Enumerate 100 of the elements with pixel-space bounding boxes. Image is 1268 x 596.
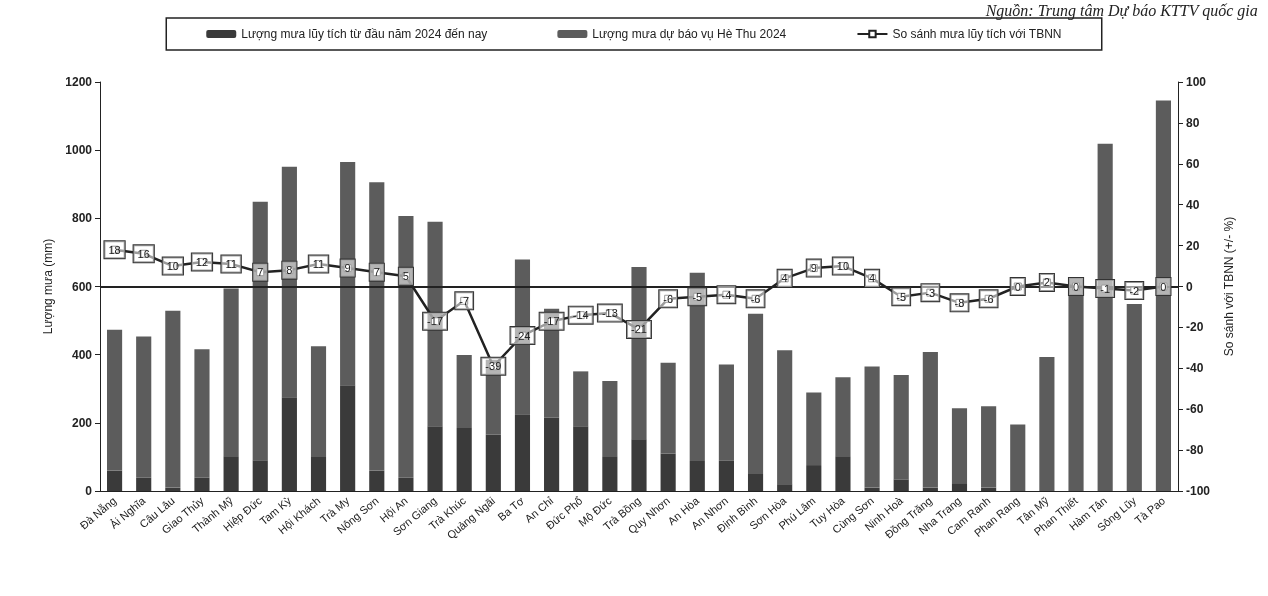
- data-label: -1: [1100, 282, 1111, 295]
- bar: [398, 477, 414, 491]
- bar: [136, 477, 152, 491]
- x-tick-label: Ba Tơ: [495, 494, 527, 524]
- bar: [456, 355, 472, 428]
- bar: [106, 470, 123, 491]
- bar: [951, 408, 968, 484]
- bar: [281, 397, 297, 491]
- bar: [864, 366, 880, 488]
- bar: [136, 336, 152, 478]
- bar: [194, 477, 210, 491]
- bar: [718, 364, 734, 461]
- bar: [1097, 143, 1113, 491]
- y-tick-label: 400: [71, 347, 93, 362]
- y2-tick-label: 60: [1186, 156, 1200, 171]
- bar: [806, 465, 822, 491]
- bar: [573, 426, 589, 491]
- data-label: 9: [810, 262, 817, 275]
- bar: [893, 375, 909, 480]
- data-label: -5: [896, 290, 907, 303]
- y-tick-label: 1000: [65, 143, 93, 158]
- bar: [340, 385, 356, 491]
- y2-tick-label: -40: [1186, 361, 1204, 376]
- data-label: 7: [373, 266, 380, 279]
- data-label: -2: [1129, 284, 1140, 297]
- bar: [106, 329, 123, 471]
- y2-tick-label: 0: [1186, 279, 1193, 294]
- bar: [806, 392, 822, 466]
- data-label: -5: [692, 290, 703, 303]
- bar: [514, 414, 531, 491]
- bar: [981, 406, 997, 488]
- bar: [922, 351, 938, 488]
- bar: [689, 461, 705, 491]
- bar: [951, 483, 968, 491]
- bar: [194, 349, 210, 478]
- data-label: -6: [983, 292, 994, 305]
- data-label: 0: [1160, 280, 1167, 293]
- bar: [1126, 303, 1142, 491]
- data-label: 10: [836, 260, 850, 273]
- bar: [1155, 100, 1172, 491]
- y-tick-label: 800: [71, 211, 93, 226]
- data-label: -14: [572, 309, 589, 322]
- bar: [1010, 424, 1026, 491]
- data-label: -6: [750, 292, 761, 305]
- bar: [223, 288, 239, 457]
- y2-tick-label: 20: [1186, 238, 1200, 253]
- data-label: 18: [108, 243, 121, 256]
- bar: [427, 426, 443, 491]
- data-label: 2: [1043, 276, 1050, 289]
- legend-label: Lượng mưa dự báo vụ Hè Thu 2024: [592, 27, 787, 41]
- bar: [252, 460, 268, 491]
- bar: [223, 456, 239, 491]
- bar: [777, 484, 793, 491]
- bar: [835, 456, 851, 491]
- y2-tick-label: -100: [1186, 484, 1211, 498]
- data-label: -7: [459, 294, 470, 307]
- bar: [369, 470, 385, 491]
- bar: [631, 267, 647, 440]
- bar: [893, 479, 909, 491]
- data-label: 0: [1014, 280, 1021, 293]
- y-tick-label: 1200: [65, 75, 93, 89]
- data-label: 11: [312, 258, 325, 271]
- y-tick-label: 600: [71, 279, 93, 294]
- bar: [369, 182, 385, 471]
- bar: [514, 259, 531, 415]
- bar: [602, 380, 618, 457]
- data-label: 12: [195, 255, 209, 268]
- data-label: 7: [257, 266, 264, 279]
- y2-tick-label: -80: [1186, 443, 1204, 458]
- bar: [165, 310, 181, 488]
- data-label: -3: [925, 286, 936, 299]
- data-label: 11: [225, 258, 237, 271]
- bar: [718, 460, 734, 491]
- bar: [310, 346, 327, 457]
- y2-tick-label: 80: [1186, 115, 1200, 130]
- y2-tick-label: 40: [1186, 197, 1200, 212]
- legend-label: Lượng mưa lũy tích từ đầu năm 2024 đến nay: [241, 27, 488, 41]
- bar: [573, 371, 589, 427]
- bar: [631, 439, 647, 491]
- y2-tick-label: 100: [1186, 75, 1207, 89]
- y2-tick-label: -20: [1186, 320, 1204, 335]
- bar: [485, 359, 501, 435]
- data-label: -39: [485, 360, 502, 373]
- data-label: 4: [869, 272, 876, 285]
- data-label: -6: [663, 292, 674, 305]
- bar: [747, 313, 764, 474]
- data-label: 16: [137, 247, 150, 260]
- bar: [456, 427, 472, 491]
- data-label: -4: [721, 288, 732, 301]
- legend-label: So sánh mưa lũy tích với TBNN: [892, 27, 1062, 41]
- text: Nguồn: Trung tâm Dự báo KTTV quốc gia: [984, 1, 1258, 20]
- bar: [310, 456, 327, 491]
- bar: [660, 453, 676, 491]
- y-axis-title: Lượng mưa (mm): [41, 238, 56, 335]
- data-label: -24: [514, 329, 531, 342]
- bar: [660, 362, 676, 454]
- data-label: 9: [344, 262, 351, 275]
- data-label: 0: [1072, 280, 1080, 293]
- bar: [1039, 357, 1055, 491]
- bar: [544, 308, 560, 418]
